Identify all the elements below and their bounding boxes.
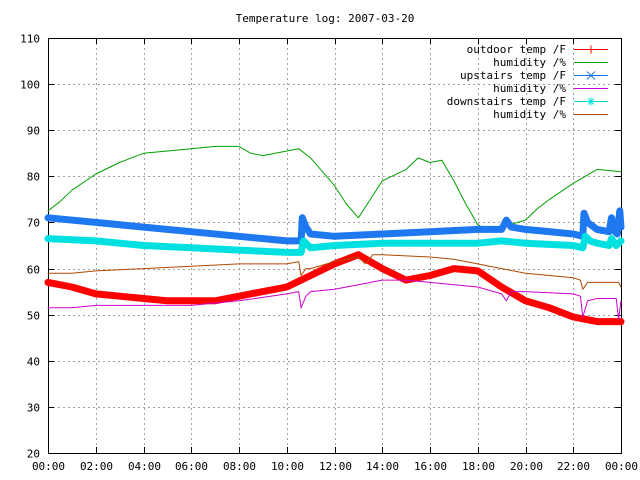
series-group xyxy=(44,145,625,326)
x-tick-label: 14:00 xyxy=(366,460,399,473)
x-tick-label: 22:00 xyxy=(557,460,590,473)
x-tick-label: 04:00 xyxy=(128,460,161,473)
x-tick-label: 00:00 xyxy=(32,460,65,473)
y-tick-label: 80 xyxy=(27,171,40,184)
legend-label: humidity /% xyxy=(493,56,566,69)
legend-marker-cross xyxy=(586,71,596,80)
x-tick-label: 16:00 xyxy=(414,460,447,473)
legend-label: downstairs temp /F xyxy=(447,95,566,108)
y-tick-labels: 20 30 40 50 60 70 80 90 100 110 xyxy=(20,33,40,461)
y-tick-label: 40 xyxy=(27,356,40,369)
x-tick-labels: 00:00 02:00 04:00 06:00 08:00 10:00 12:00 14:00… xyxy=(32,460,638,473)
x-tick-label: 06:00 xyxy=(175,460,208,473)
y-tick-label: 60 xyxy=(27,264,40,277)
x-tick-label: 18:00 xyxy=(462,460,495,473)
grid-lines xyxy=(48,38,621,453)
y-tick-label: 90 xyxy=(27,125,40,138)
legend-label: humidity /% xyxy=(493,108,566,121)
x-tick-label: 10:00 xyxy=(271,460,304,473)
y-tick-label: 70 xyxy=(27,217,40,230)
series-line-4-humidity xyxy=(47,279,622,320)
series-line-5-downstairs-temp-f xyxy=(44,232,625,256)
x-tick-label: 08:00 xyxy=(223,460,256,473)
legend-label: outdoor temp /F xyxy=(467,43,566,56)
series-line-6-humidity xyxy=(47,254,622,290)
x-tick-label: 00:00 xyxy=(605,460,638,473)
x-tick-label: 20:00 xyxy=(510,460,543,473)
y-tick-label: 110 xyxy=(20,33,40,46)
series-line-3-upstairs-temp-f xyxy=(44,207,625,245)
legend-label: humidity /% xyxy=(493,82,566,95)
series-line-1-outdoor-temp-f xyxy=(44,251,625,326)
legend-marker-star xyxy=(587,97,595,106)
x-tick-label: 02:00 xyxy=(80,460,113,473)
y-tick-label: 20 xyxy=(27,448,40,461)
legend-label: upstairs temp /F xyxy=(460,69,566,82)
y-tick-label: 30 xyxy=(27,402,40,415)
x-tick-label: 12:00 xyxy=(319,460,352,473)
y-tick-label: 100 xyxy=(20,79,40,92)
chart-title: Temperature log: 2007-03-20 xyxy=(236,12,415,25)
legend-marker-plus xyxy=(587,45,595,54)
y-tick-label: 50 xyxy=(27,310,40,323)
